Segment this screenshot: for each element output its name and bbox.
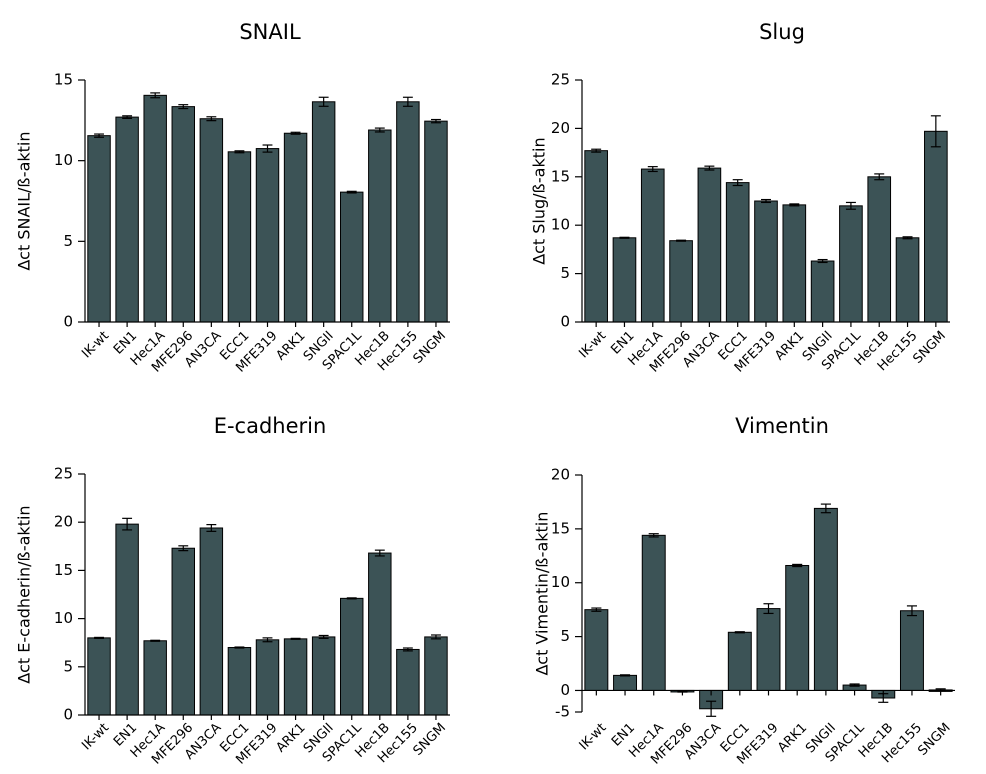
- bar: [424, 120, 448, 323]
- bar: [424, 636, 448, 716]
- x-tick-label: ARK1: [273, 328, 308, 363]
- bar: [584, 609, 609, 691]
- bar: [115, 116, 139, 323]
- chart-title: Slug: [759, 20, 805, 44]
- x-tick-label: IK-wt: [79, 328, 112, 361]
- bar: [87, 135, 111, 323]
- x-tick-label: ARK1: [775, 720, 810, 755]
- y-tick-label: 5: [560, 627, 570, 645]
- bar: [756, 608, 781, 691]
- y-axis-label: ∆ct Slug/ß-aktin: [530, 137, 549, 265]
- bar: [199, 527, 224, 716]
- bar: [143, 640, 167, 716]
- y-tick-label: 10: [54, 151, 73, 169]
- y-tick-label: 15: [54, 561, 73, 579]
- bar: [115, 523, 139, 716]
- bar: [725, 182, 750, 323]
- bar: [171, 106, 196, 323]
- chart-title: E-cadherin: [214, 414, 327, 438]
- y-tick-label: 10: [551, 216, 570, 234]
- bar: [612, 237, 637, 323]
- y-tick-label: 10: [551, 573, 570, 591]
- bar: [255, 639, 280, 716]
- bar: [311, 636, 336, 716]
- bar: [839, 205, 863, 323]
- bar: [396, 648, 420, 716]
- bar: [255, 148, 280, 323]
- x-tick-label: SNGM: [915, 720, 953, 758]
- y-axis-label: ∆ct Vimentin/ß-aktin: [533, 512, 552, 677]
- bar: [810, 260, 835, 323]
- bar: [899, 610, 924, 691]
- x-tick-label: IK-wt: [576, 328, 609, 361]
- y-tick-label: 20: [54, 513, 73, 531]
- y-tick-label: 25: [551, 71, 570, 89]
- bar: [669, 240, 693, 323]
- y-tick-label: 15: [551, 167, 570, 185]
- x-tick-label: IK-wt: [79, 720, 112, 753]
- chart-title: SNAIL: [239, 20, 301, 44]
- x-tick-label: ARK1: [273, 720, 308, 755]
- bar: [283, 132, 308, 323]
- y-tick-label: 5: [63, 232, 73, 250]
- x-tick-label: ARK1: [772, 328, 807, 363]
- y-tick-label: 20: [551, 466, 570, 484]
- y-tick-label: 5: [63, 657, 73, 675]
- y-tick-label: 5: [560, 264, 570, 282]
- bar: [87, 637, 111, 716]
- bar: [867, 176, 892, 323]
- x-tick-label: IK-wt: [577, 720, 610, 753]
- y-tick-label: -5: [555, 703, 570, 721]
- y-axis-label: ∆ct E-cadherin/ß-aktin: [15, 505, 34, 684]
- x-tick-label: SNGM: [411, 720, 449, 758]
- y-tick-label: 10: [54, 609, 73, 627]
- bar: [613, 674, 638, 691]
- bar: [283, 638, 308, 716]
- bar: [727, 631, 752, 691]
- bar: [584, 150, 608, 323]
- y-axis-label: ∆ct SNAIL/ß-aktin: [15, 131, 34, 271]
- y-tick-label: 0: [560, 681, 570, 699]
- y-tick-label: 15: [54, 71, 73, 89]
- y-tick-label: 0: [63, 313, 73, 331]
- bar: [641, 534, 666, 691]
- bar: [640, 168, 665, 323]
- chart-title: Vimentin: [735, 414, 829, 438]
- bar: [924, 130, 948, 323]
- bar: [697, 167, 722, 323]
- bar: [754, 200, 778, 323]
- y-tick-label: 20: [551, 119, 570, 137]
- bar: [227, 151, 252, 323]
- bar: [311, 101, 336, 323]
- y-tick-label: 0: [63, 706, 73, 724]
- bar: [199, 118, 224, 323]
- bar: [785, 564, 810, 691]
- bar: [396, 101, 420, 323]
- bar: [227, 647, 252, 716]
- bar: [368, 129, 392, 323]
- bar: [340, 191, 364, 323]
- bar: [895, 237, 920, 323]
- bar: [171, 547, 196, 716]
- bar: [813, 507, 838, 691]
- bar: [368, 552, 392, 716]
- y-tick-label: 25: [54, 465, 73, 483]
- x-tick-label: SNGM: [911, 328, 949, 366]
- y-tick-label: 15: [551, 519, 570, 537]
- bar: [143, 94, 167, 323]
- bar: [340, 597, 364, 716]
- y-tick-label: 0: [560, 313, 570, 331]
- bar: [782, 204, 807, 323]
- x-tick-label: SNGM: [411, 328, 449, 366]
